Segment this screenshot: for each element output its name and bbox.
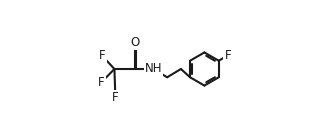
Text: O: O	[130, 36, 139, 49]
Text: NH: NH	[145, 63, 162, 75]
Text: F: F	[98, 76, 105, 89]
Text: F: F	[112, 91, 119, 104]
Text: F: F	[99, 49, 106, 62]
Text: F: F	[224, 49, 231, 62]
